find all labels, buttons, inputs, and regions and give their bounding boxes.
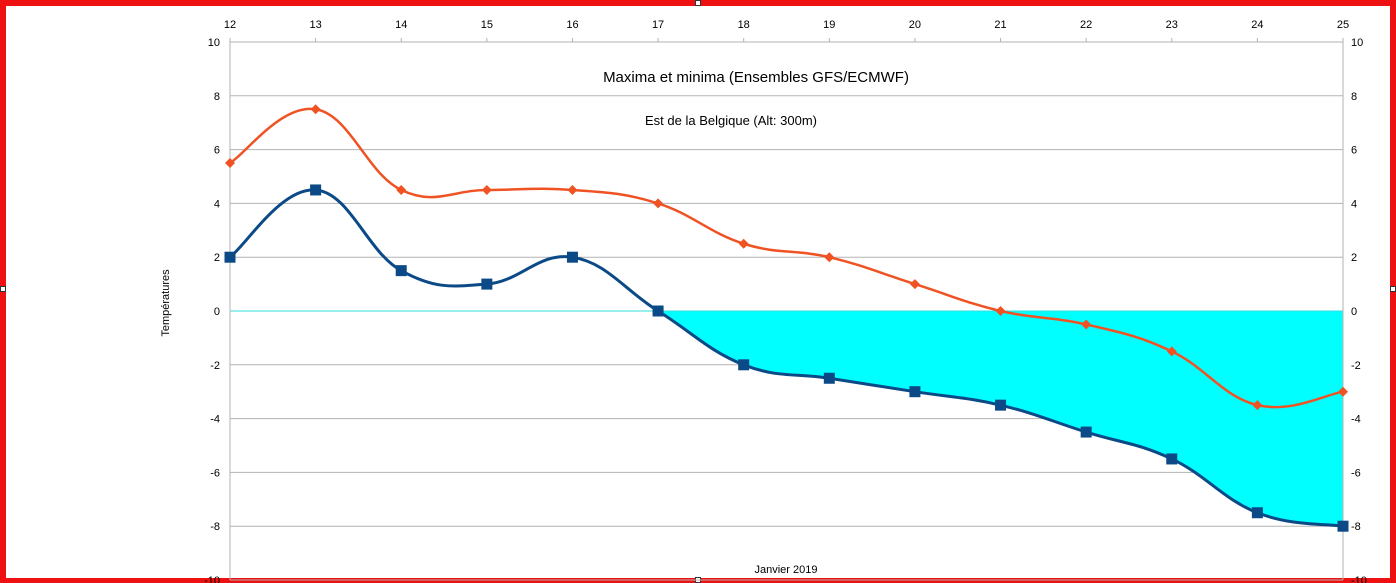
- chart-title: Maxima et minima (Ensembles GFS/ECMWF): [603, 69, 909, 86]
- axes: [229, 38, 1344, 580]
- minima-point: [909, 386, 921, 398]
- minima-point: [1337, 520, 1349, 532]
- y-tick-label-left: -2: [210, 360, 220, 372]
- maxima-point: [1166, 346, 1177, 357]
- y-tick-label-left: -8: [210, 521, 220, 533]
- minima-point: [823, 372, 835, 384]
- maxima-point: [396, 184, 407, 195]
- y-axis-title: Températures: [160, 269, 172, 337]
- maxima-point: [995, 306, 1006, 316]
- x-tick-label: 18: [738, 19, 750, 31]
- minima-point: [738, 359, 750, 371]
- maxima-point: [481, 184, 492, 195]
- y-tick-label-right: 0: [1351, 306, 1357, 318]
- x-tick-label: 20: [909, 19, 921, 31]
- x-tick-label: 25: [1337, 19, 1349, 31]
- minima-point: [1251, 507, 1263, 519]
- maxima-point: [310, 104, 321, 115]
- x-tick-label: 17: [652, 19, 664, 31]
- maxima-point: [1081, 319, 1092, 330]
- maxima-point: [1338, 386, 1348, 397]
- x-tick-label: 19: [823, 19, 835, 31]
- maxima-point: [225, 158, 235, 169]
- y-tick-label-left: 2: [214, 252, 220, 264]
- selection-handle-left[interactable]: [0, 286, 6, 292]
- x-tick-label: 21: [994, 19, 1006, 31]
- y-tick-label-right: -4: [1351, 414, 1361, 426]
- y-tick-label-right: 6: [1351, 145, 1357, 157]
- x-tick-label: 15: [481, 19, 493, 31]
- minima-point: [395, 265, 407, 277]
- y-tick-label-left: 8: [214, 91, 220, 103]
- minima-point: [995, 399, 1007, 411]
- x-tick-label: 23: [1166, 19, 1178, 31]
- y-axis-labels-left: 10 8 6 4 2 0 -2 -4 -6 -8 -10: [204, 37, 220, 583]
- maxima-point: [824, 252, 835, 263]
- minima-point: [1080, 426, 1092, 438]
- series-group: [224, 104, 1349, 532]
- minima-point: [310, 184, 322, 196]
- x-axis-title: Janvier 2019: [755, 564, 818, 576]
- y-tick-label-left: -10: [204, 575, 220, 583]
- y-tick-label-right: 4: [1351, 198, 1357, 210]
- below-zero-fill: [658, 311, 1343, 527]
- y-tick-label-right: -8: [1351, 521, 1361, 533]
- y-tick-label-right: -10: [1351, 575, 1367, 583]
- y-tick-label-left: -6: [210, 467, 220, 479]
- x-tick-label: 16: [566, 19, 578, 31]
- x-tick-label: 13: [309, 19, 321, 31]
- maxima-point: [909, 279, 920, 290]
- selection-handle-top[interactable]: [695, 0, 701, 6]
- y-tick-label-left: 10: [208, 37, 220, 49]
- maxima-point: [1252, 400, 1263, 411]
- y-tick-label-right: 8: [1351, 91, 1357, 103]
- chart-subtitle: Est de la Belgique (Alt: 300m): [645, 113, 817, 128]
- y-tick-label-right: -2: [1351, 360, 1361, 372]
- y-tick-label-right: 2: [1351, 252, 1357, 264]
- maxima-point: [738, 238, 749, 249]
- y-tick-label-left: 6: [214, 145, 220, 157]
- maxima-point: [567, 184, 578, 195]
- y-tick-label-left: 4: [214, 198, 220, 210]
- x-tick-label: 14: [395, 19, 407, 31]
- x-tick-label: 24: [1251, 19, 1263, 31]
- minima-point: [652, 305, 664, 317]
- minima-point: [224, 251, 236, 263]
- y-tick-label-left: 0: [214, 306, 220, 318]
- y-tick-label-right: -6: [1351, 467, 1361, 479]
- minima-point: [1166, 453, 1178, 465]
- minima-point: [481, 278, 493, 290]
- y-tick-label-right: 10: [1351, 37, 1363, 49]
- y-axis-labels-right: 10 8 6 4 2 0 -2 -4 -6 -8 -10: [1351, 37, 1367, 583]
- minima-point: [566, 251, 578, 263]
- maxima-point: [653, 198, 664, 209]
- x-tick-label: 12: [224, 19, 236, 31]
- y-tick-label-left: -4: [210, 414, 220, 426]
- x-tick-label: 22: [1080, 19, 1092, 31]
- x-axis-labels-top: 12 13 14 15 16 17 18 19 20 21 22 23 24 25: [224, 19, 1349, 31]
